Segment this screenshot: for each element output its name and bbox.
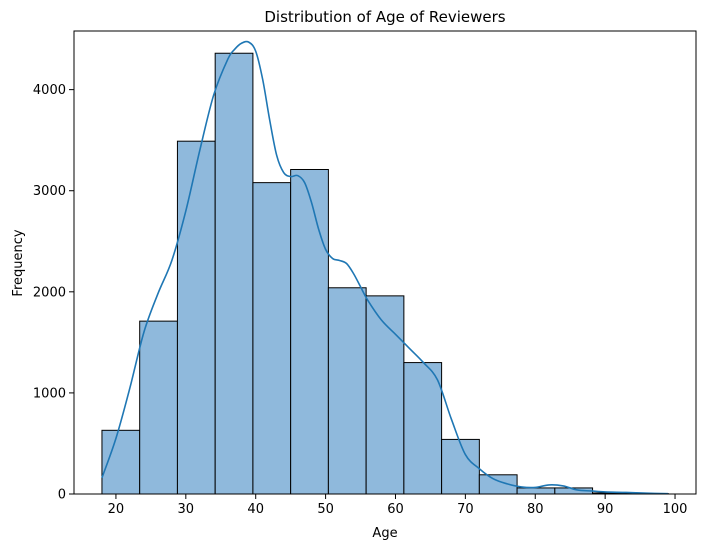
y-tick-label-1000: 1000 [33,386,66,401]
x-tick-label-90: 90 [597,502,614,517]
bars-group [101,52,669,495]
x-axis-ticks: 20 30 40 50 60 70 80 90 100 [108,494,688,517]
histogram-bar-6 [327,287,367,495]
x-tick-label-20: 20 [108,502,125,517]
plot-frame [73,30,697,495]
x-tick-label-70: 70 [457,502,474,517]
x-tick-label-40: 40 [247,502,264,517]
y-axis-ticks: 0 1000 2000 3000 4000 [33,83,74,503]
x-tick-label-50: 50 [317,502,334,517]
x-tick-label-30: 30 [178,502,195,517]
histogram-bar-11 [516,487,556,495]
x-axis-label: Age [372,526,397,541]
histogram-bar-5 [290,168,329,495]
y-tick-label-3000: 3000 [33,184,66,199]
histogram-bar-4 [252,182,292,495]
y-tick-label-2000: 2000 [33,285,66,300]
x-tick-label-80: 80 [527,502,544,517]
histogram-bar-8 [403,362,443,495]
y-axis-label: Frequency [11,229,26,296]
histogram-bar-2 [176,140,216,495]
kde-curve [101,40,669,495]
histogram-bar-1 [139,320,178,495]
x-tick-label-100: 100 [663,502,688,517]
y-tick-label-4000: 4000 [33,83,66,98]
chart-title: Distribution of Age of Reviewers [264,8,505,26]
histogram-bar-7 [365,295,405,495]
x-tick-label-60: 60 [387,502,404,517]
histogram-bar-3 [214,52,254,495]
histogram-bar-9 [441,438,480,495]
y-tick-label-0: 0 [58,488,66,503]
